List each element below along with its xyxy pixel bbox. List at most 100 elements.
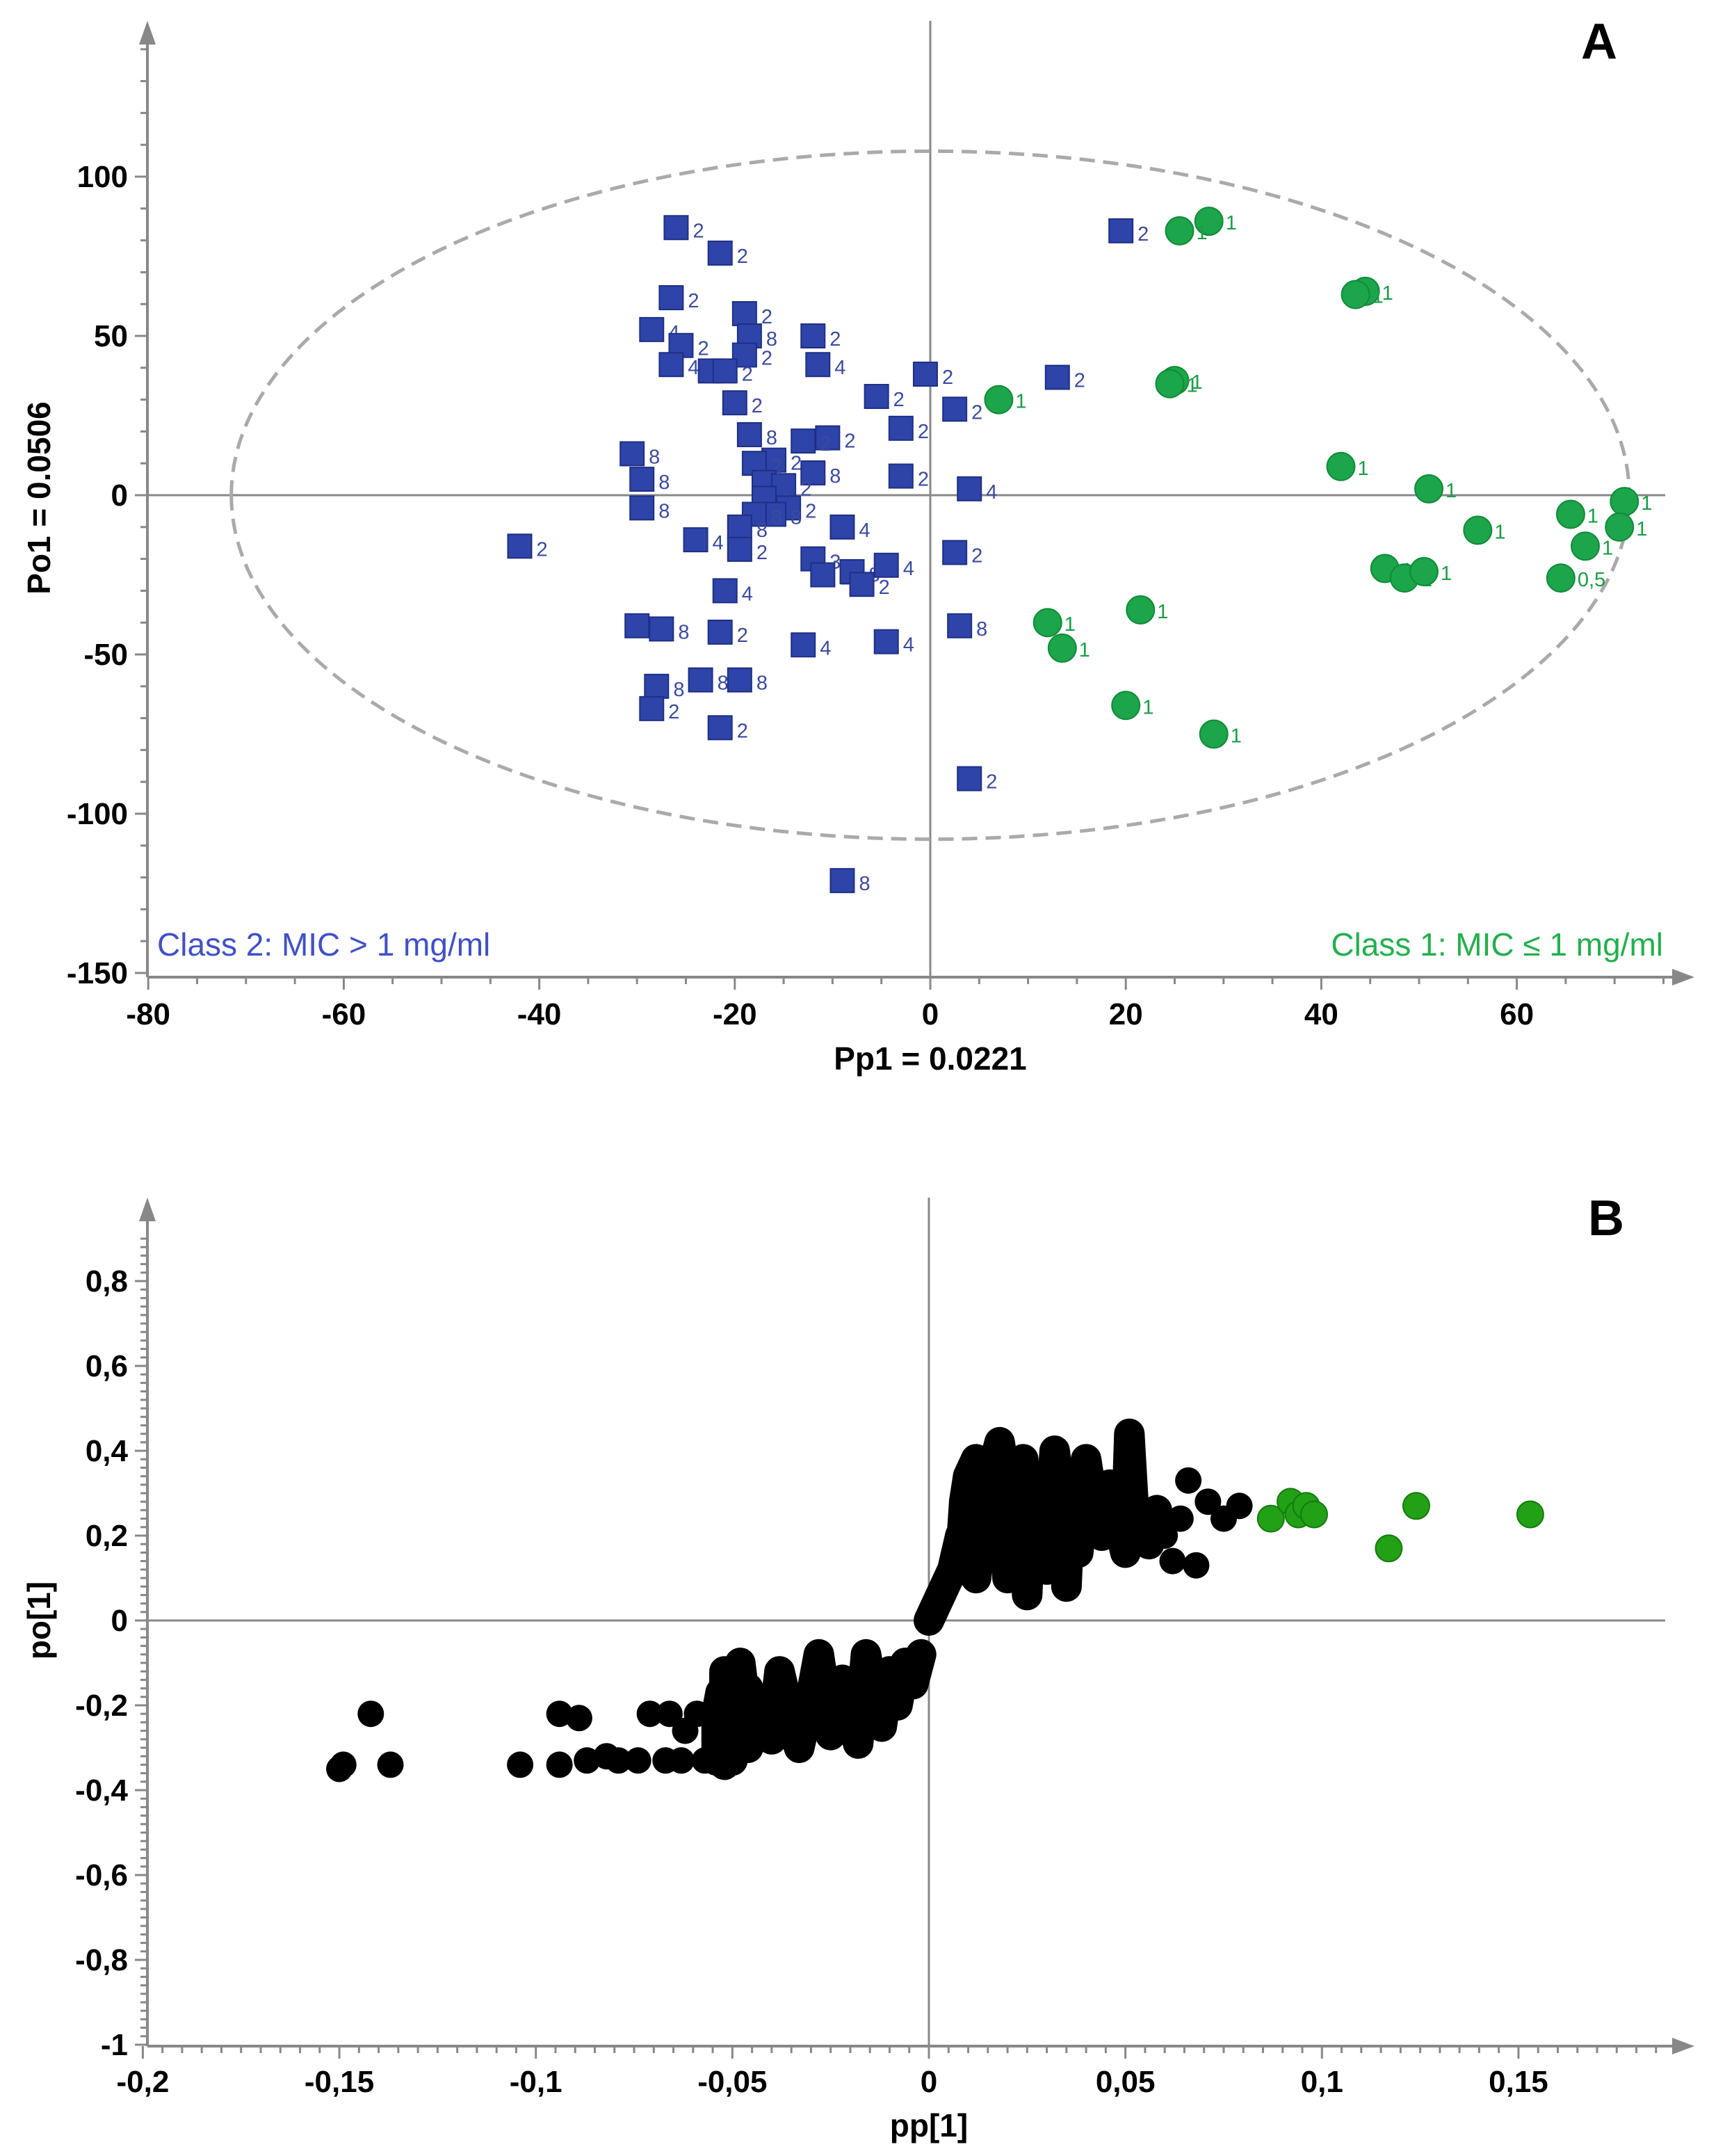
panel-label-a: A (1581, 14, 1617, 70)
x-tick-label-b: 0 (921, 2065, 937, 2099)
loading-point (1073, 1446, 1100, 1473)
y-axis-arrow-a (139, 21, 156, 45)
class2-point (829, 868, 855, 894)
loading-point (907, 1641, 934, 1668)
class2-point-label: 2 (805, 500, 816, 522)
loading-point (326, 1755, 353, 1783)
loading-point (986, 1429, 1013, 1456)
class2-point-label: 2 (800, 478, 811, 500)
class1-point-label: 1 (1157, 601, 1168, 623)
class1-point (1610, 487, 1639, 517)
y-tick-label-b: -0,4 (75, 1773, 128, 1808)
loading-point (1057, 1480, 1084, 1506)
class2-point-label: 8 (658, 472, 670, 494)
class2-point-label: 2 (742, 363, 753, 385)
y-axis-arrow-b (139, 1198, 156, 1221)
loading-point (1017, 1488, 1044, 1515)
class2-point-label: 2 (536, 538, 547, 561)
class2-point-label: 2 (918, 469, 929, 491)
class1-point (1165, 216, 1194, 246)
loading-point (978, 1458, 1005, 1486)
class2-point-label: 2 (791, 453, 802, 475)
x-tick-label-a: 60 (1500, 997, 1534, 1031)
y-tick-label-a: 100 (77, 160, 128, 194)
x-tick-label-b: 0,1 (1301, 2065, 1343, 2099)
y-tick-label-b: 0 (111, 1604, 128, 1638)
class2-point (639, 695, 665, 721)
loading-point (786, 1735, 813, 1761)
y-tick-label-b: 0,6 (86, 1349, 128, 1383)
class2-point-label: 8 (678, 621, 689, 643)
class2-point-label: 4 (834, 357, 845, 379)
loading-point (860, 1687, 887, 1714)
class2-point (829, 514, 855, 540)
x-tick-label-a: 0 (922, 997, 939, 1031)
loading-point (797, 1683, 825, 1710)
panel-b-axes (135, 1198, 1694, 2059)
class1-point (1341, 280, 1370, 309)
class1-point (1126, 595, 1156, 625)
class2-point (727, 667, 752, 693)
class2-point (736, 421, 762, 447)
class1-point (1032, 608, 1062, 638)
class2-point (727, 514, 752, 540)
class1-point-label: 1 (1636, 518, 1647, 540)
class1-point-label: 1 (1192, 371, 1203, 394)
class2-point (888, 415, 914, 441)
class2-point-label: 8 (756, 520, 768, 542)
loading-point (836, 1700, 864, 1728)
class2-point (658, 352, 684, 378)
loading-point (667, 1747, 695, 1774)
class2-point (629, 467, 655, 492)
y-tick-label-b: -0,8 (75, 1943, 128, 1977)
class2-point-label: 2 (668, 701, 679, 723)
loading-point (1167, 1505, 1194, 1532)
loading-point (766, 1658, 793, 1685)
class2-point-label: 8 (673, 679, 684, 701)
class2-point (707, 715, 733, 741)
loading-point (758, 1725, 785, 1753)
class2-point-label: 2 (942, 367, 953, 389)
class2-point (731, 300, 757, 326)
class1-point-label: 1 (1064, 613, 1076, 636)
class2-point (800, 460, 826, 485)
y-axis-title-a: Po1 = 0.0506 (21, 401, 57, 594)
y-tick-label-a: -100 (67, 797, 128, 831)
class2-point (658, 285, 684, 311)
loading-point (734, 1675, 761, 1702)
x-tick-label-a: 20 (1109, 997, 1143, 1031)
loading-point (950, 1488, 978, 1515)
class2-point-label: 2 (1074, 370, 1085, 392)
class1-point-label: 1 (1197, 222, 1208, 244)
class2-point (810, 562, 836, 588)
panel-b: -0,2 -0,15 -0,1 -0,05 0 0,05 0,1 0,15 0,8 0,6 0,4 0… (21, 1191, 1694, 2143)
class2-point-label: 2 (693, 220, 704, 242)
loading-point (994, 1480, 1021, 1506)
loading-point (852, 1641, 880, 1668)
class2-point-label: 2 (756, 542, 768, 564)
class1-point (1111, 691, 1141, 721)
panel-a-points: 2222482224422222228222282882282888484232… (507, 207, 1652, 895)
class2-point-label: 8 (771, 506, 782, 529)
class2-point (624, 613, 650, 638)
class1-point-label: 1 (1186, 375, 1197, 397)
class2-point-label: 2 (918, 421, 929, 443)
loading-point (546, 1700, 573, 1728)
class2-point-label: 8 (859, 873, 870, 895)
class2-point (507, 533, 533, 559)
x-tick-label-a: -40 (517, 997, 562, 1031)
panel-b-points (326, 1418, 1544, 1783)
class2-point-label: 8 (791, 506, 802, 529)
y-axis-title-b: po[1] (21, 1582, 57, 1659)
class2-point (712, 358, 738, 384)
panel-a-axes (135, 21, 1694, 990)
loading-point (829, 1666, 856, 1694)
loading-point (884, 1692, 911, 1719)
class1-point (1605, 512, 1635, 542)
x-axis-arrow-a (1672, 969, 1694, 986)
class2-point-label: 8 (976, 618, 987, 641)
class1-point (1194, 207, 1224, 236)
class1-point-label: 1 (1587, 505, 1598, 527)
class2-point (912, 361, 938, 387)
